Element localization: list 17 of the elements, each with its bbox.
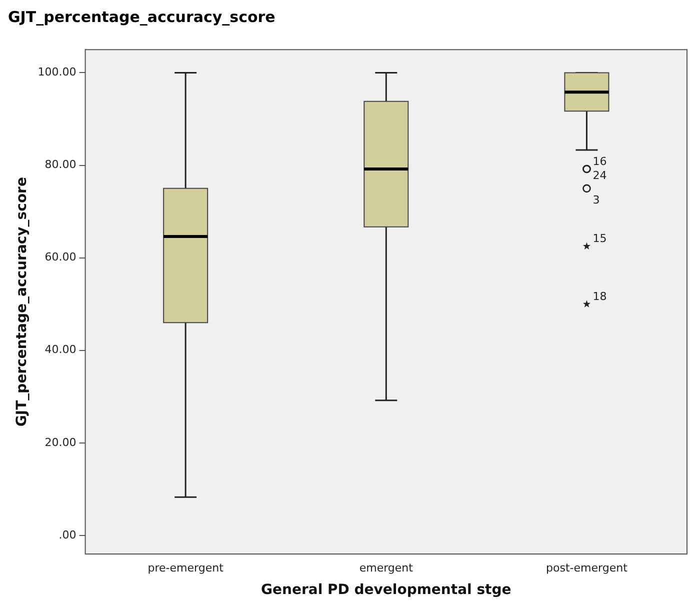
x-axis-title: General PD developmental stge xyxy=(261,582,512,598)
y-tick-label: .00 xyxy=(58,528,76,542)
x-tick-label: post-emergent xyxy=(546,561,628,574)
x-tick-label: emergent xyxy=(359,561,414,574)
y-tick-label: 100.00 xyxy=(38,66,76,79)
y-axis-title: GJT_percentage_accuracy_score xyxy=(14,177,30,427)
y-tick-label: 40.00 xyxy=(44,343,76,356)
y-tick-label: 60.00 xyxy=(44,250,76,264)
y-tick-label: 80.00 xyxy=(44,158,76,172)
y-tick-label: 20.00 xyxy=(44,436,76,449)
annotation: 15 xyxy=(592,232,607,246)
annotation: 18 xyxy=(592,290,607,303)
chart-title: GJT_percentage_accuracy_score xyxy=(8,8,276,26)
annotation: 16 xyxy=(592,154,607,168)
annotation: 3 xyxy=(592,193,600,206)
x-tick-label: pre-emergent xyxy=(148,561,224,574)
annotation: 24 xyxy=(592,168,607,182)
